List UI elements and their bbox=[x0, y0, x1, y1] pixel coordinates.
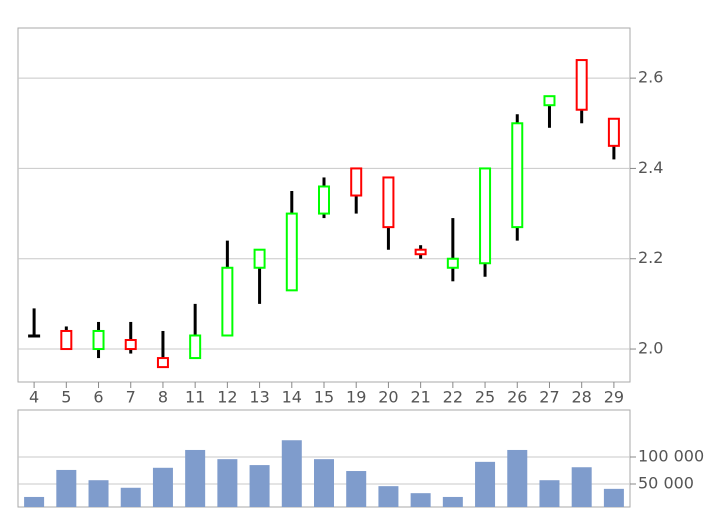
candle-body bbox=[92, 329, 105, 351]
x-tick-label: 15 bbox=[314, 388, 334, 407]
volume-bar bbox=[410, 493, 431, 507]
x-tick-label: 4 bbox=[29, 388, 39, 407]
candle-body bbox=[479, 167, 492, 265]
x-tick-label: 11 bbox=[185, 388, 205, 407]
x-tick-label: 19 bbox=[346, 388, 366, 407]
x-tick-label: 26 bbox=[507, 388, 527, 407]
volume-bar bbox=[217, 459, 238, 507]
x-tick-label: 25 bbox=[475, 388, 495, 407]
x-tick-label: 8 bbox=[158, 388, 168, 407]
volume-bar bbox=[314, 459, 334, 507]
volume-bar bbox=[24, 496, 45, 507]
x-tick-label: 5 bbox=[61, 388, 71, 407]
y-tick-label: 2.4 bbox=[638, 158, 663, 177]
candle-body bbox=[575, 59, 588, 111]
candle-body bbox=[318, 185, 330, 215]
volume-bar bbox=[281, 440, 302, 507]
volume-bar bbox=[378, 486, 399, 507]
x-tick-label: 21 bbox=[410, 388, 430, 407]
x-tick-label: 22 bbox=[443, 388, 463, 407]
candle-body bbox=[350, 167, 363, 197]
candle-body bbox=[511, 122, 524, 229]
candle-body bbox=[28, 334, 41, 338]
y-tick-label: 100 000 bbox=[638, 446, 704, 465]
volume-bar bbox=[346, 471, 367, 507]
candle-body bbox=[607, 117, 620, 147]
volume-bar bbox=[539, 480, 560, 507]
candle-body bbox=[124, 339, 137, 351]
x-tick-label: 12 bbox=[217, 388, 237, 407]
x-tick-label: 29 bbox=[604, 388, 624, 407]
volume-bar bbox=[603, 488, 624, 507]
candle-body bbox=[189, 334, 202, 360]
volume-bar bbox=[152, 467, 173, 507]
volume-bar bbox=[56, 469, 77, 507]
candle-body bbox=[221, 266, 234, 337]
x-tick-label: 13 bbox=[249, 388, 269, 407]
candle-body bbox=[446, 257, 459, 269]
y-tick-label: 50 000 bbox=[638, 473, 694, 492]
volume-bar bbox=[185, 449, 206, 507]
candle-body bbox=[60, 329, 73, 351]
volume-bar bbox=[249, 465, 270, 507]
volume-bar bbox=[442, 496, 463, 507]
x-tick-label: 14 bbox=[282, 388, 302, 407]
x-tick-label: 20 bbox=[378, 388, 398, 407]
x-tick-label: 28 bbox=[572, 388, 592, 407]
candle-body bbox=[156, 357, 169, 369]
candle-body bbox=[382, 176, 395, 229]
candle-body bbox=[414, 248, 427, 256]
candle-body bbox=[285, 212, 298, 292]
volume-bar bbox=[475, 461, 496, 507]
y-tick-label: 2.2 bbox=[638, 248, 663, 267]
volume-bar bbox=[88, 480, 109, 507]
x-tick-label: 6 bbox=[93, 388, 103, 407]
x-tick-label: 27 bbox=[539, 388, 559, 407]
x-tick-label: 7 bbox=[126, 388, 136, 407]
volume-bar bbox=[571, 467, 592, 507]
candle-body bbox=[253, 248, 266, 269]
y-tick-label: 2.6 bbox=[638, 68, 663, 87]
volume-bar bbox=[507, 449, 528, 507]
y-tick-label: 2.0 bbox=[638, 339, 663, 358]
volume-bar bbox=[120, 487, 141, 507]
candle-body bbox=[543, 95, 556, 107]
